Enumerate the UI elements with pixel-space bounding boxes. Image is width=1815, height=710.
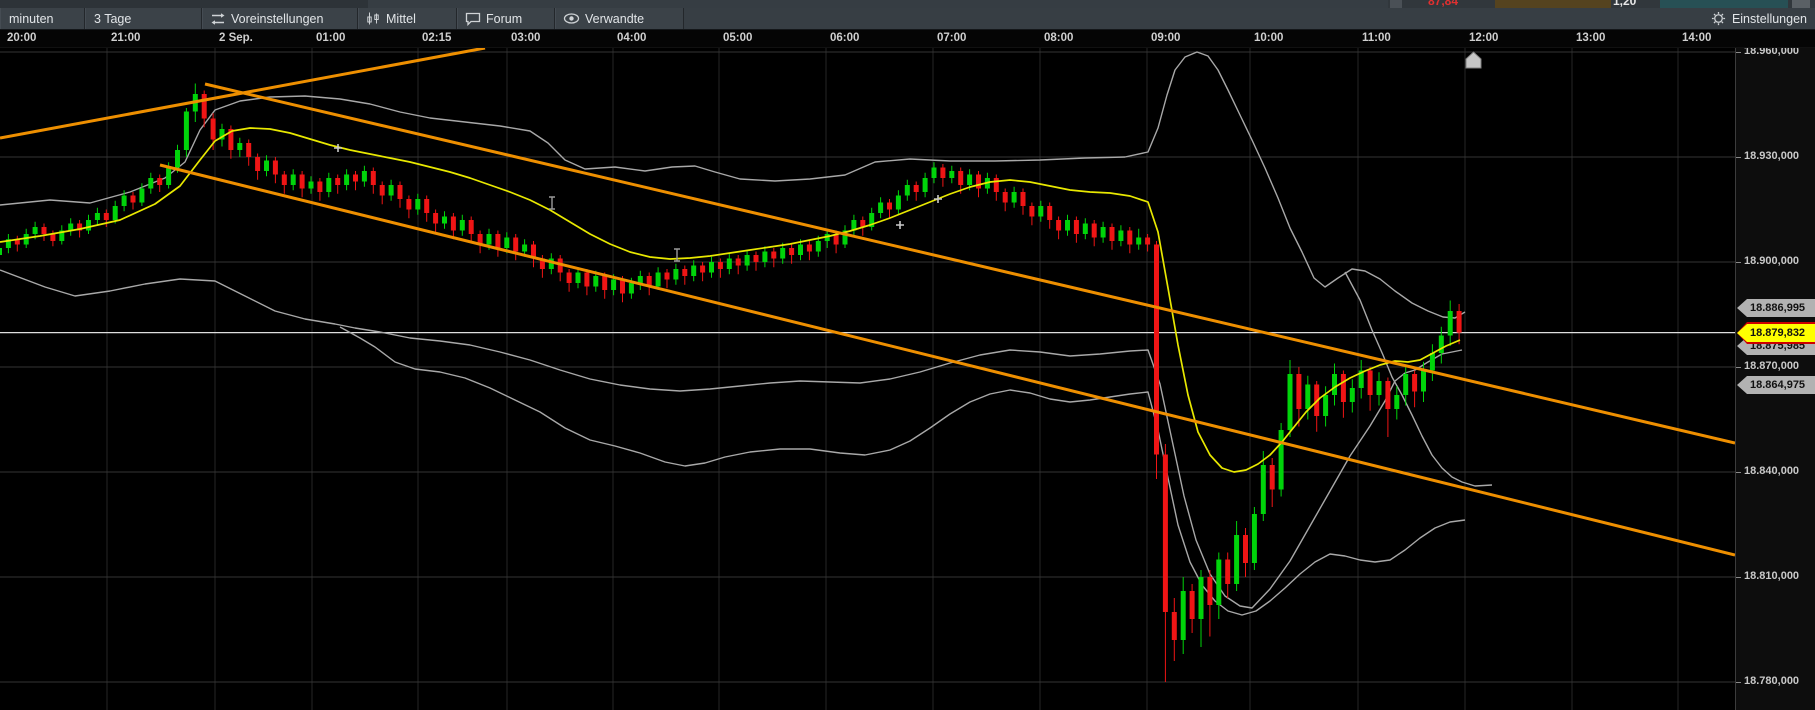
time-tick-label: 09:00 [1151, 32, 1181, 44]
toolbar-button-forum[interactable]: Forum [457, 8, 555, 29]
sliders-icon [210, 12, 226, 26]
time-tick-label: 04:00 [617, 32, 647, 44]
toolbar-button-label: Mittel [386, 11, 416, 26]
price-tick-label: 18.810,000 [1744, 570, 1800, 582]
clipped-upper-toolbar: 87,84 1,20 [0, 0, 1815, 8]
price-tick-label: 18.780,000 [1744, 675, 1800, 687]
price-chart[interactable] [0, 48, 1735, 710]
toolbar-button-3-tage[interactable]: 3 Tage [85, 8, 202, 29]
time-tick-label: 03:00 [511, 32, 541, 44]
time-tick-label: 12:00 [1469, 32, 1499, 44]
settings-button[interactable]: Einstellungen [1711, 8, 1807, 29]
toolbar-button-verwandte[interactable]: Verwandte [555, 8, 684, 29]
eye-icon [563, 12, 580, 25]
gear-icon [1711, 11, 1726, 26]
chart-canvas[interactable] [0, 48, 1735, 710]
time-tick-label: 10:00 [1254, 32, 1284, 44]
price-tick-label: 18.870,000 [1744, 360, 1800, 372]
chart-toolbar: minuten 3 Tage Voreinstellungen Mittel Forum… [0, 8, 1815, 30]
indicator-value-tag: 18.864,975 [1737, 376, 1815, 394]
time-tick-label: 02:15 [422, 32, 452, 44]
time-tick-label: 01:00 [316, 32, 346, 44]
price-tick [1736, 577, 1741, 578]
price-tick [1736, 157, 1741, 158]
time-tick-label: 13:00 [1576, 32, 1606, 44]
time-tick-label: 05:00 [723, 32, 753, 44]
time-tick-label: 11:00 [1362, 32, 1391, 44]
toolbar-button-voreinstellungen[interactable]: Voreinstellungen [202, 8, 358, 29]
price-tick-label: 18.930,000 [1744, 150, 1800, 162]
time-tick-label: 07:00 [937, 32, 967, 44]
price-tick [1736, 682, 1741, 683]
toolbar-segment [1660, 0, 1788, 8]
price-tick-label: 18.900,000 [1744, 255, 1800, 267]
time-tick-label: 14:00 [1682, 32, 1712, 44]
toolbar-button-label: 3 Tage [94, 11, 132, 26]
speech-bubble-icon [465, 12, 481, 26]
toolbar-segment [368, 0, 1388, 8]
indicator-value-tag: 18.886,995 [1737, 299, 1815, 317]
price-tick [1736, 262, 1741, 263]
toolbar-segment [1390, 0, 1402, 8]
candles-icon [366, 11, 381, 26]
time-tick-label: 20:00 [7, 32, 37, 44]
time-tick-label: 21:00 [111, 32, 141, 44]
toolbar-segment [1495, 0, 1611, 8]
settings-label: Einstellungen [1731, 11, 1807, 26]
toolbar-button-label: Verwandte [585, 11, 645, 26]
price-axis[interactable]: 18.960,000 18.930,000 18.900,000 18.870,000… [1735, 48, 1815, 710]
toolbar-button-minuten[interactable]: minuten [0, 8, 85, 29]
price-tick-label: 18.960,000 [1744, 48, 1800, 57]
time-tick-label: 08:00 [1044, 32, 1074, 44]
toolbar-segment [0, 0, 368, 8]
price-tick [1736, 367, 1741, 368]
strip-value-white: 1,20 [1613, 0, 1637, 8]
toolbar-segment [1792, 0, 1810, 8]
time-axis[interactable]: 20:00 21:00 2 Sep. 01:00 02:15 03:00 04:00 05:0… [0, 30, 1815, 48]
time-tick-label: 06:00 [830, 32, 860, 44]
time-tick-label: 2 Sep. [219, 32, 253, 44]
strip-value-red: 87,84 [1428, 0, 1459, 8]
toolbar-button-label: minuten [9, 11, 54, 26]
toolbar-button-mittel[interactable]: Mittel [358, 8, 457, 29]
toolbar-button-label: Forum [486, 11, 523, 26]
price-tick-label: 18.840,000 [1744, 465, 1800, 477]
toolbar-button-label: Voreinstellungen [231, 11, 324, 26]
current-price-tag: 18.879,832 [1737, 324, 1815, 342]
price-tick [1736, 52, 1741, 53]
price-tick [1736, 472, 1741, 473]
